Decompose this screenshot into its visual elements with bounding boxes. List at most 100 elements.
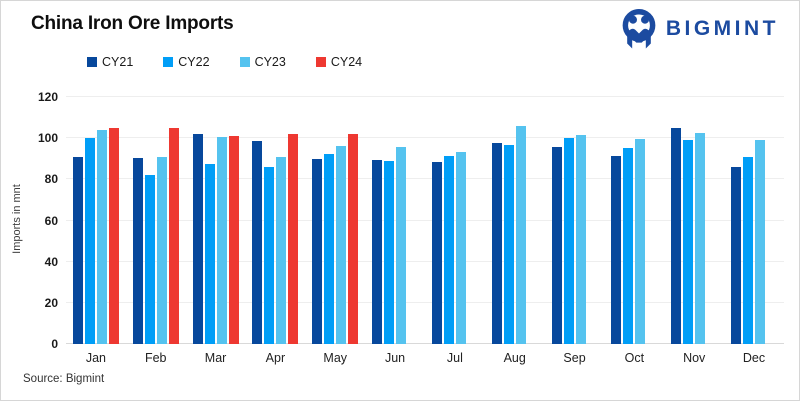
bar-groups — [66, 97, 784, 344]
gridline — [66, 178, 784, 180]
bar-cy21-jun — [372, 160, 383, 344]
bar-cy22-oct — [623, 148, 634, 344]
legend-label: CY24 — [330, 55, 363, 69]
y-tick-label: 20 — [44, 295, 58, 310]
bar-group-mar — [186, 97, 246, 344]
x-tick-label: Nov — [683, 351, 706, 365]
plot-area — [66, 96, 784, 344]
bar-cy21-aug — [491, 143, 502, 344]
bar-cy21-mar — [192, 134, 203, 344]
bigmint-logo: BIGMINT — [619, 7, 779, 51]
bar-cy22-aug — [503, 145, 514, 344]
bar-cy24-jan — [108, 128, 119, 344]
legend-swatch-cy24 — [315, 57, 326, 67]
legend-label: CY23 — [254, 55, 286, 69]
bar-cy23-sep — [575, 135, 586, 344]
gridline — [66, 301, 784, 303]
bar-cy23-mar — [216, 137, 227, 344]
bar-cy23-feb — [156, 157, 167, 344]
bar-group-sep — [545, 97, 605, 344]
legend-item-cy21: CY21 — [87, 55, 133, 69]
legend-swatch-cy22 — [163, 57, 174, 67]
bar-cy22-mar — [204, 164, 215, 344]
bar-cy21-feb — [132, 158, 143, 344]
bar-cy22-jul — [443, 156, 454, 344]
legend-swatch-cy23 — [239, 57, 250, 67]
bar-cy22-feb — [144, 175, 155, 344]
legend-item-cy24: CY24 — [315, 55, 363, 69]
x-tick-label: Dec — [742, 351, 766, 365]
bar-group-apr — [245, 97, 305, 344]
bar-cy21-sep — [551, 147, 562, 344]
bar-cy23-jan — [96, 130, 107, 344]
bar-cy24-may — [348, 134, 359, 344]
bar-cy23-jul — [455, 152, 466, 344]
y-tick-label: 60 — [44, 213, 58, 228]
x-tick-label: Mar — [204, 351, 227, 365]
bar-cy23-dec — [755, 140, 766, 344]
bar-cy22-sep — [563, 138, 574, 344]
y-tick-label: 120 — [37, 90, 58, 104]
bigmint-logo-icon — [622, 8, 656, 49]
x-axis-labels: Jan Feb Mar Apr May Jun Jul Aug Sep Oct Nov Dec — [66, 351, 784, 365]
bar-cy21-oct — [611, 156, 622, 344]
bar-cy24-apr — [288, 134, 299, 344]
x-tick-label: Sep — [563, 351, 586, 365]
y-tick-label: 100 — [37, 131, 58, 146]
source-note: Source: Bigmint — [23, 373, 105, 385]
bar-cy21-dec — [731, 167, 742, 344]
bar-cy23-apr — [276, 157, 287, 344]
legend-item-cy22: CY22 — [163, 55, 210, 69]
x-tick-label: Jan — [85, 351, 106, 365]
x-tick-label: Jun — [384, 351, 406, 365]
bar-cy22-jan — [84, 138, 95, 344]
bar-group-jan — [66, 97, 126, 344]
legend-item-cy23: CY23 — [239, 55, 286, 69]
bar-cy23-jun — [396, 147, 407, 344]
x-tick-label: Oct — [624, 351, 645, 365]
bar-cy21-jul — [431, 162, 442, 344]
bar-cy22-nov — [683, 140, 694, 344]
bar-cy24-feb — [168, 128, 179, 344]
y-tick-label: 0 — [51, 337, 58, 351]
bar-cy22-apr — [264, 167, 275, 344]
x-tick-label: Feb — [144, 351, 167, 365]
bar-cy21-apr — [252, 141, 263, 344]
x-tick-label: Aug — [503, 351, 526, 365]
legend-label: CY21 — [102, 55, 134, 69]
bar-group-aug — [485, 97, 545, 344]
bar-cy23-may — [336, 146, 347, 344]
gridline — [66, 137, 784, 139]
gridline — [66, 343, 784, 344]
gridline — [66, 260, 784, 262]
y-tick-label: 40 — [44, 254, 58, 269]
bar-group-dec — [724, 97, 784, 344]
bar-cy22-jun — [384, 161, 395, 344]
chart-legend: CY21 CY22 CY23 CY24 — [87, 55, 362, 69]
bar-cy23-oct — [635, 139, 646, 344]
bar-cy21-jan — [72, 157, 83, 344]
bar-cy22-dec — [743, 157, 754, 344]
bar-group-nov — [664, 97, 724, 344]
bar-cy21-may — [312, 159, 323, 344]
legend-label: CY22 — [178, 55, 210, 69]
gridline — [66, 96, 784, 97]
gridline — [66, 219, 784, 221]
page-title: China Iron Ore Imports — [31, 13, 234, 34]
x-tick-label: May — [323, 351, 348, 365]
x-tick-label: Jul — [446, 351, 463, 365]
bar-group-oct — [604, 97, 664, 344]
bar-group-feb — [126, 97, 186, 344]
bar-group-may — [305, 97, 365, 344]
bar-cy23-nov — [695, 133, 706, 344]
bar-group-jun — [365, 97, 425, 344]
bar-cy21-nov — [671, 128, 682, 344]
bigmint-logo-text: BIGMINT — [665, 17, 779, 40]
y-axis-ticks: 0 20 40 60 80 100 120 — [1, 90, 58, 351]
legend-swatch-cy21 — [87, 57, 97, 67]
bar-group-jul — [425, 97, 485, 344]
bar-cy24-mar — [228, 136, 239, 344]
bar-cy22-may — [324, 154, 335, 344]
bar-cy23-aug — [515, 126, 526, 344]
